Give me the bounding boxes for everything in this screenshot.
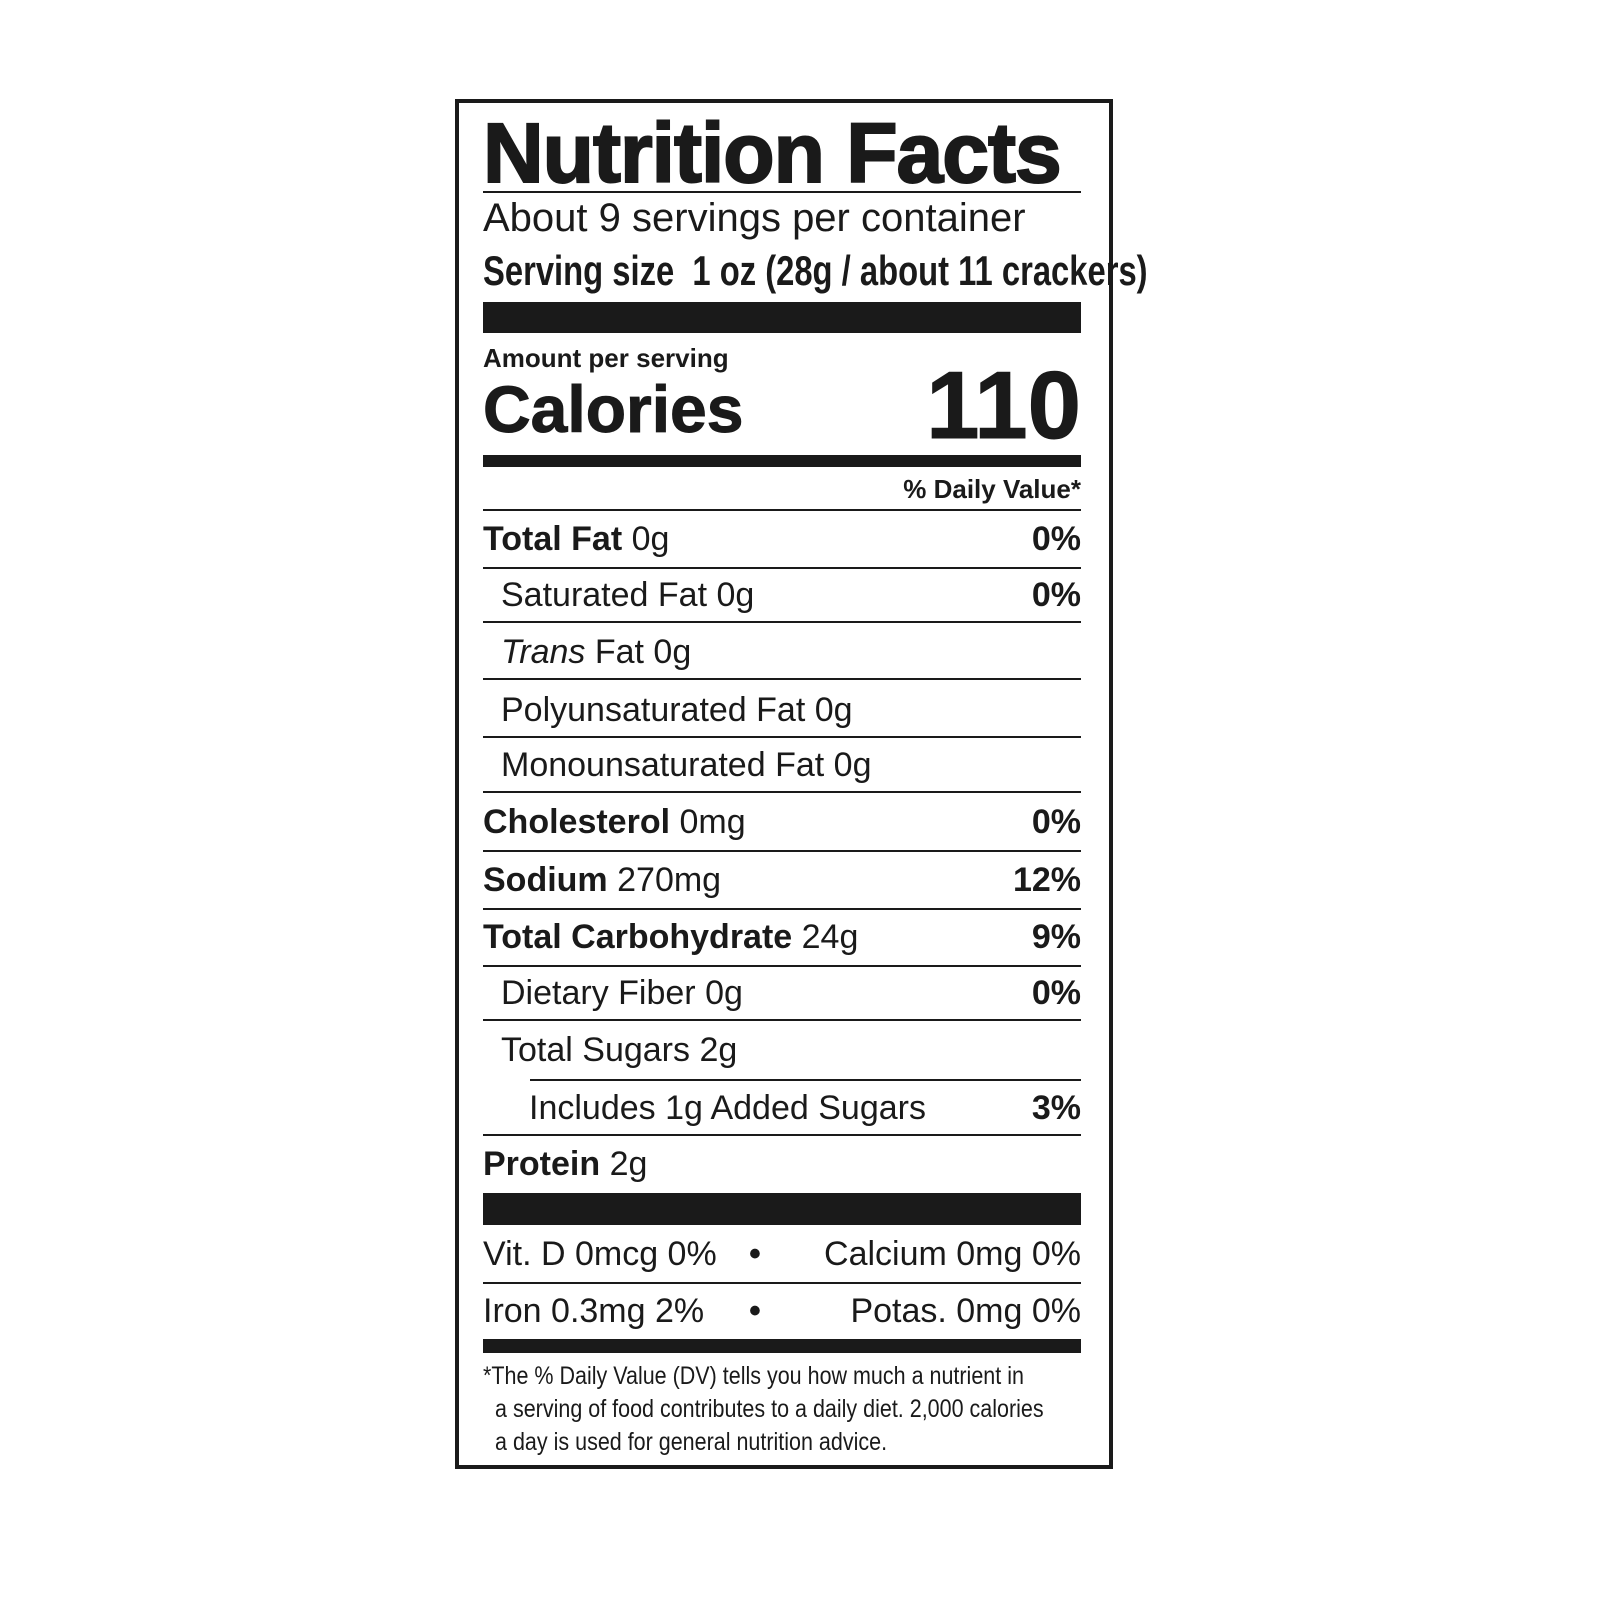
serving-size-label: Serving size [483,247,675,294]
nutrient-name: Total Sugars [501,1031,690,1069]
nutrient-name: Total Carbohydrate [483,918,793,956]
nutrient-name: Sodium [483,861,608,899]
nutrient-dv: 12% [1012,861,1081,899]
nutrient-row-dietary-fiber: Dietary Fiber 0g 0% [483,965,1081,1021]
nutrient-amount: 0g [631,520,670,558]
nutrient-amount: 0g [653,633,692,671]
nutrient-row-total-sugars: Total Sugars 2g [483,1022,1081,1078]
nutrient-row-protein: Protein 2g [483,1136,1081,1192]
nutrient-name: Polyunsaturated Fat [501,691,806,729]
footnote-line: a day is used for general nutrition advi… [495,1428,888,1456]
nutrient-row-added-sugars: Includes 1g Added Sugars 3% [483,1080,1081,1136]
nutrient-amount: 0mg [679,803,746,841]
amount-per-serving: Amount per serving [483,343,729,373]
serving-size: Serving size 1 oz (28g / about 11 cracke… [483,247,1148,294]
nutrient-amount: 270mg [617,861,722,899]
nutrient-row-saturated-fat: Saturated Fat 0g 0% [483,567,1081,623]
label-title: Nutrition Facts [482,106,1063,200]
nutrient-row-total-fat: Total Fat 0g 0% [483,511,1081,569]
nutrient-name: Includes 1g Added Sugars [529,1089,926,1127]
nutrient-row-monounsaturated-fat: Monounsaturated Fat 0g [483,737,1081,793]
nutrient-amount: 0g [705,974,743,1012]
nutrient-name: Monounsaturated Fat [501,746,825,784]
divider [483,509,1081,511]
vitamin-right: Potas. 0mg 0% [850,1292,1081,1330]
footnote-line: a serving of food contributes to a daily… [495,1395,1044,1423]
nutrient-row-total-carbohydrate: Total Carbohydrate 24g 9% [483,909,1081,967]
nutrient-name-rest: Fat [594,633,644,671]
nutrient-name: Saturated Fat [501,576,708,614]
nutrient-row-cholesterol: Cholesterol 0mg 0% [483,794,1081,852]
nutrient-amount: 2g [609,1145,648,1183]
nutrient-row-polyunsaturated-fat: Polyunsaturated Fat 0g [483,682,1081,738]
nutrient-row-trans-fat: Trans Fat 0g [483,624,1081,680]
nutrient-name: Cholesterol [483,803,671,841]
nutrient-amount: 24g [801,918,859,956]
nutrient-amount: 2g [699,1031,738,1069]
nutrient-dv: 0% [1031,974,1081,1012]
daily-value-header: % Daily Value* [903,474,1081,504]
nutrition-label-border [455,99,1113,1469]
servings-per-container: About 9 servings per container [483,196,1026,240]
bullet-separator: • [749,1235,761,1273]
vitamin-left: Vit. D 0mcg 0% [483,1235,717,1273]
nutrient-dv: 0% [1031,803,1081,841]
footnote: *The % Daily Value (DV) tells you how mu… [483,1360,1085,1459]
divider [483,191,1081,193]
footnote-line: *The % Daily Value (DV) tells you how mu… [483,1362,1024,1390]
vitamin-row: Vit. D 0mcg 0% • Calcium 0mg 0% [483,1226,1081,1284]
calories-value: 110 [926,352,1082,459]
calories-label: Calories [482,372,744,447]
vitamin-right: Calcium 0mg 0% [824,1235,1081,1273]
nutrient-amount: 0g [814,691,853,729]
medium-divider [483,1339,1081,1353]
serving-size-value: 1 oz (28g / about 11 crackers) [692,247,1148,294]
nutrient-dv: 3% [1031,1089,1081,1127]
nutrient-row-sodium: Sodium 270mg 12% [483,852,1081,910]
vitamin-row: Iron 0.3mg 2% • Potas. 0mg 0% [483,1283,1081,1339]
calories-row: Calories 110 [482,357,1081,454]
nutrient-name: Total Fat [483,520,623,558]
thick-divider [483,302,1081,333]
nutrient-name: Protein [483,1145,601,1183]
nutrient-dv: 9% [1031,918,1081,956]
vitamin-left: Iron 0.3mg 2% [483,1292,705,1330]
bullet-separator: • [749,1292,761,1330]
nutrient-name: Trans [501,633,586,671]
nutrient-dv: 0% [1031,520,1081,558]
nutrient-dv: 0% [1031,576,1081,614]
thick-divider [483,1193,1081,1225]
medium-divider [483,455,1081,467]
nutrient-name: Dietary Fiber [501,974,696,1012]
nutrient-amount: 0g [833,746,872,784]
divider [530,1079,1081,1081]
nutrient-amount: 0g [716,576,755,614]
